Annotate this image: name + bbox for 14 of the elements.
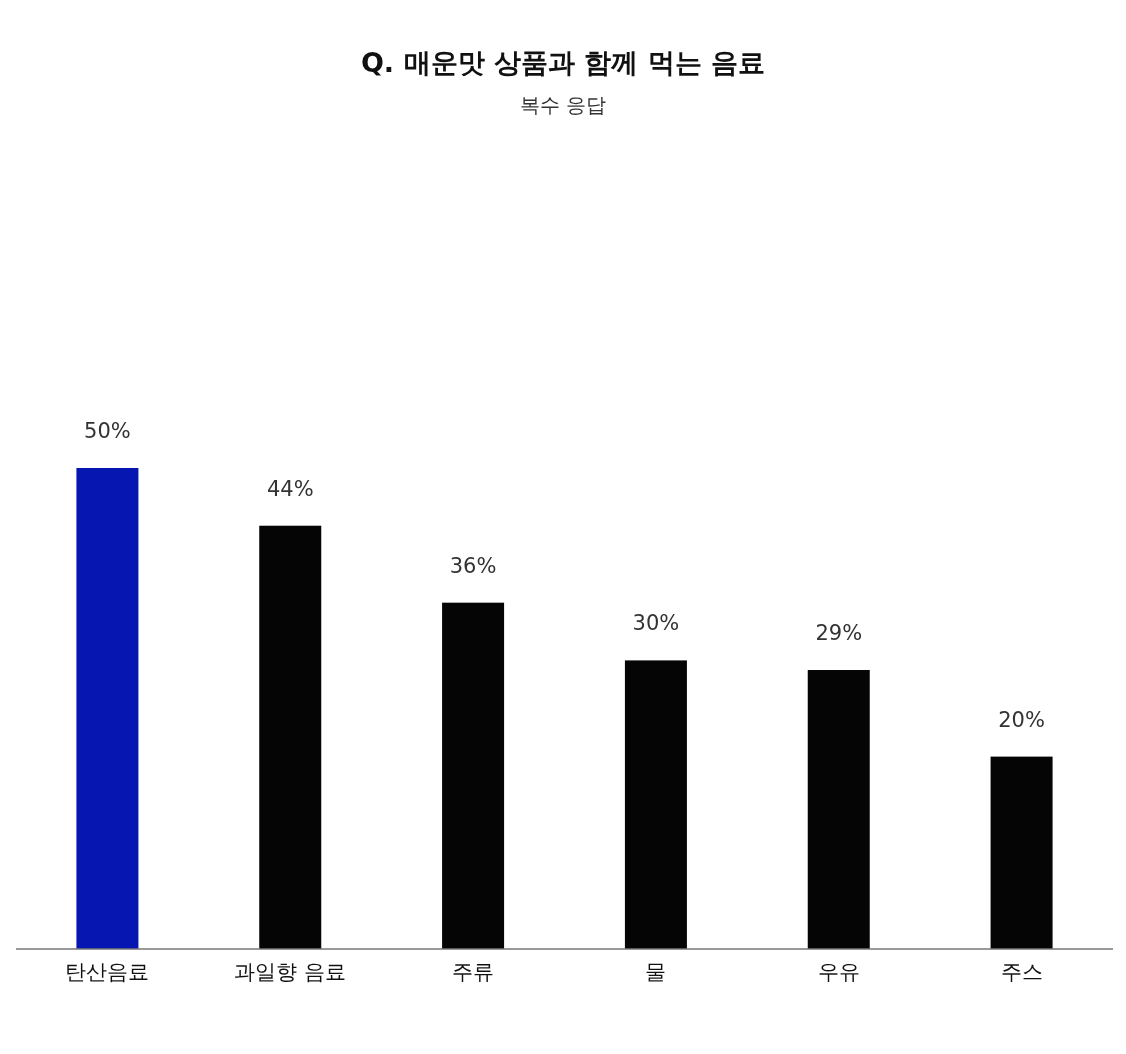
x-tick-label: 우유 <box>817 960 860 984</box>
x-tick-label: 주류 <box>452 960 495 984</box>
data-label: 50% <box>84 419 131 443</box>
data-label: 20% <box>998 707 1045 732</box>
x-tick-label: 탄산음료 <box>65 960 150 984</box>
x-tick-label: 과일향 음료 <box>234 960 347 984</box>
data-label: 29% <box>815 621 863 646</box>
x-tick-label: 물 <box>645 960 667 984</box>
data-label: 30% <box>632 611 680 636</box>
x-tick-label: 주스 <box>1000 960 1043 984</box>
data-label: 44% <box>266 476 314 501</box>
chart-subtitle: 복수 응답 <box>519 93 607 117</box>
data-label: 36% <box>449 553 497 578</box>
chart-title: Q. 매운맛 상품과 함께 먹는 음료 <box>360 47 766 78</box>
